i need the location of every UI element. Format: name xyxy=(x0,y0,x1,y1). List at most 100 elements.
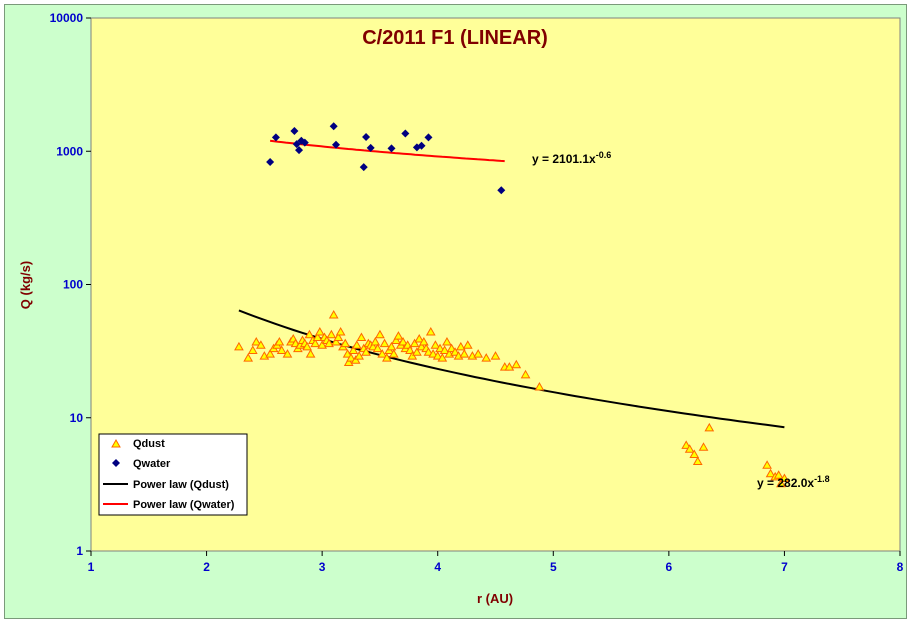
qdust-point xyxy=(324,338,334,348)
qdust-point xyxy=(377,349,388,358)
qwater-series xyxy=(266,122,506,195)
x-tick-label: 1 xyxy=(88,560,95,574)
qdust-point xyxy=(317,340,328,349)
qdust-point xyxy=(437,353,448,362)
qwater-point xyxy=(497,186,506,195)
qdust-point xyxy=(534,382,545,391)
qdust-point xyxy=(455,341,466,351)
y-tick-label: 1000 xyxy=(56,144,83,158)
qdust-point xyxy=(504,362,515,371)
qdust-point xyxy=(391,335,401,344)
qdust-point xyxy=(310,338,321,348)
qdust-point xyxy=(412,347,422,356)
y-tick-label: 10 xyxy=(70,411,84,425)
qdust-point xyxy=(386,341,397,351)
qdust-point xyxy=(328,310,339,319)
y-axis: 1 10 100 1000 10000 xyxy=(50,11,91,558)
x-axis: 1 2 3 4 5 6 7 8 xyxy=(88,551,904,574)
qdust-point xyxy=(333,332,344,342)
y-tick-label: 1 xyxy=(76,544,83,558)
qwater-point xyxy=(295,146,304,155)
qdust-point xyxy=(776,478,786,488)
qdust-point xyxy=(428,349,438,358)
qdust-point xyxy=(704,422,715,432)
x-tick-label: 8 xyxy=(897,560,904,574)
qdust-point xyxy=(398,337,408,346)
qdust-point xyxy=(282,349,293,358)
x-tick-label: 2 xyxy=(203,560,210,574)
qdust-point xyxy=(265,349,275,358)
x-tick-label: 4 xyxy=(434,560,441,574)
qdust-point xyxy=(779,473,790,483)
qdust-point xyxy=(350,355,361,364)
qdust-point xyxy=(409,338,420,348)
qdust-point xyxy=(439,345,450,354)
qwater-point xyxy=(332,140,341,149)
dust-fit-equation-exponent: -1.8 xyxy=(814,474,830,484)
qdust-point xyxy=(698,442,709,451)
qdust-point xyxy=(430,340,441,349)
qdust-point xyxy=(370,337,381,346)
qdust-point xyxy=(375,329,385,339)
qdust-point xyxy=(343,357,354,366)
y-axis-title: Q (kg/s) xyxy=(18,261,33,309)
qdust-point xyxy=(326,329,337,339)
qdust-point xyxy=(372,343,383,353)
qwater-power-law-line xyxy=(269,139,505,163)
qdust-point xyxy=(335,327,346,336)
legend: Qdust Qwater Power law (Qdust) Power law… xyxy=(98,433,248,516)
qdust-point xyxy=(520,369,531,379)
qdust-point xyxy=(382,353,392,362)
qdust-point xyxy=(340,338,351,348)
qdust-point xyxy=(247,345,258,354)
dust-fit-equation: y = 282.0x-1.8 xyxy=(757,474,830,490)
qdust-point xyxy=(773,470,784,479)
qdust-point xyxy=(304,329,315,339)
qwater-point xyxy=(366,143,375,152)
qdust-point xyxy=(276,345,287,354)
qdust-point xyxy=(314,327,325,336)
qwater-point xyxy=(401,129,410,138)
qdust-point xyxy=(765,468,776,478)
qdust-point xyxy=(442,337,452,346)
qdust-point xyxy=(234,341,244,351)
qdust-point xyxy=(361,347,371,356)
x-tick-label: 5 xyxy=(550,560,557,574)
qdust-point xyxy=(435,343,445,353)
qwater-point xyxy=(271,133,280,142)
qdust-point xyxy=(368,341,378,351)
qwater-point xyxy=(290,126,299,135)
legend-label-powerlaw-water: Power law (Qwater) xyxy=(133,499,235,511)
qdust-point xyxy=(351,340,362,349)
qdust-point xyxy=(331,337,341,346)
qdust-point xyxy=(243,353,254,362)
qdust-point xyxy=(346,353,356,362)
qdust-point xyxy=(305,349,316,358)
qdust-point xyxy=(388,349,399,358)
qdust-series xyxy=(234,310,790,488)
qdust-point xyxy=(379,338,390,348)
qdust-point xyxy=(425,327,436,336)
qdust-point xyxy=(356,332,367,342)
legend-triangle-icon xyxy=(111,438,121,448)
qdust-point xyxy=(511,359,522,369)
qwater-point xyxy=(359,163,368,172)
qdust-point xyxy=(689,449,700,458)
qwater-point xyxy=(300,138,309,147)
qdust-point xyxy=(256,340,266,349)
qdust-point xyxy=(312,332,323,342)
qdust-point xyxy=(302,341,312,351)
legend-label-qdust: Qdust xyxy=(133,438,165,450)
y-tick-label: 10000 xyxy=(50,11,84,25)
qdust-point xyxy=(692,456,703,465)
qdust-point xyxy=(684,444,695,453)
qdust-point xyxy=(462,340,473,349)
qdust-point xyxy=(414,333,425,343)
water-fit-equation-base: y = 2101.1x xyxy=(532,152,596,166)
legend-label-qwater: Qwater xyxy=(133,458,171,470)
qwater-point xyxy=(387,144,396,153)
qdust-point xyxy=(473,349,484,358)
water-fit-equation-exponent: -0.6 xyxy=(596,150,612,160)
qdust-point xyxy=(251,337,262,346)
